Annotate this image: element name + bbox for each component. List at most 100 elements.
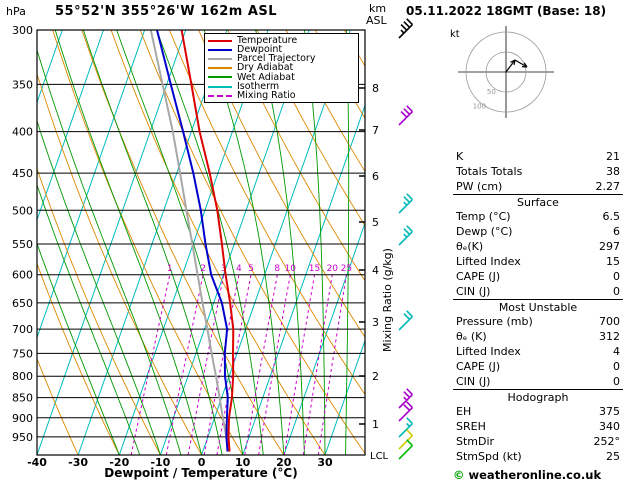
info-label: CIN (J) (456, 375, 491, 388)
info-row: Totals Totals 38 (453, 164, 623, 179)
km-axis: 8 7 6 5 4 3 2 1 LCL (359, 82, 389, 462)
km-tick-label: 8 (372, 82, 379, 95)
svg-text:1: 1 (167, 264, 173, 274)
wind-barb (398, 429, 413, 450)
mixing-ratio-labels: 1 2 3 4 5 8 10 15 20 25 (167, 264, 352, 274)
info-label: SREH (456, 420, 486, 433)
legend-label: Temperature (237, 34, 298, 46)
wind-barb (398, 417, 413, 438)
temp-tick-label: 0 (198, 456, 206, 469)
svg-text:20: 20 (327, 264, 339, 274)
km-tick-label: 6 (372, 170, 379, 183)
legend-line-sample (208, 94, 232, 97)
pressure-tick-label: 650 (12, 297, 33, 310)
info-value: 38 (606, 165, 620, 178)
info-label: Pressure (mb) (456, 315, 533, 328)
km-tick-label: 3 (372, 316, 379, 329)
legend-row: Dewpoint (208, 45, 355, 54)
info-value: 6 (613, 225, 620, 238)
info-value: 4 (613, 345, 620, 358)
pressure-tick-label: 950 (12, 431, 33, 444)
pressure-grid: 300 350 400 450 500 550 600 650 700 750 800 850 900 9… (12, 24, 365, 444)
info-value: 0 (613, 270, 620, 283)
info-label: StmDir (456, 435, 495, 448)
temp-tick-label: -20 (109, 456, 129, 469)
info-label: Lifted Index (456, 345, 521, 358)
svg-text:5: 5 (248, 264, 254, 274)
pressure-tick-label: 700 (12, 323, 33, 336)
pressure-tick-label: 300 (12, 24, 33, 37)
pressure-tick-label: 750 (12, 347, 33, 360)
svg-text:10: 10 (285, 264, 297, 274)
info-row: Temp (°C) 6.5 (453, 209, 623, 224)
info-label: CIN (J) (456, 285, 491, 298)
legend-label: Mixing Ratio (237, 89, 296, 101)
wind-barb (398, 310, 413, 331)
info-label: θₑ (K) (456, 330, 487, 343)
temp-tick-label: -40 (27, 456, 47, 469)
station-title: 55°52'N 355°26'W 162m ASL (55, 4, 278, 19)
info-value: 0 (613, 375, 620, 388)
legend-label: Parcel Trajectory (237, 53, 316, 65)
pressure-tick-label: 450 (12, 167, 33, 180)
km-axis-label: km (369, 2, 387, 15)
legend-row: Wet Adiabat (208, 73, 355, 82)
info-value: 2.27 (595, 180, 621, 193)
wind-barbs (398, 18, 413, 460)
info-value: 312 (599, 330, 620, 343)
legend-line-sample (208, 48, 232, 51)
wind-barb (398, 193, 413, 214)
pressure-tick-label: 850 (12, 392, 33, 405)
legend-label: Dewpoint (237, 44, 283, 56)
wind-barb (398, 401, 413, 422)
section-header: Most Unstable (453, 299, 623, 314)
legend-line-sample (208, 39, 232, 42)
hodograph-ring-label: 50 (487, 88, 496, 96)
info-row: SREH 340 (453, 419, 623, 434)
info-panel: K 21 Totals Totals 38 PW (cm) 2.27 Surface Temp… (453, 149, 623, 464)
legend-row: Dry Adiabat (208, 62, 355, 74)
info-label: PW (cm) (456, 180, 503, 193)
info-label: K (456, 150, 464, 163)
info-value: 375 (599, 405, 620, 418)
temp-tick-label: 20 (276, 456, 292, 469)
info-value: 0 (613, 285, 620, 298)
info-label: EH (456, 405, 472, 418)
hodograph-unit-label: kt (450, 29, 460, 40)
info-label: CAPE (J) (456, 270, 501, 283)
plot-border (36, 29, 366, 456)
km-tick-label: 7 (372, 124, 379, 137)
svg-text:4: 4 (236, 264, 242, 274)
km-tick-label: 5 (372, 216, 379, 229)
info-row: Lifted Index 15 (453, 254, 623, 269)
info-row: Dewp (°C) 6 (453, 224, 623, 239)
sounding-profiles (149, 30, 235, 452)
wind-barb (398, 18, 413, 39)
temperature-axis-label: Dewpoint / Temperature (°C) (104, 466, 298, 480)
info-row: Pressure (mb) 700 (453, 314, 623, 329)
wind-barb (398, 388, 413, 409)
info-label: θₑ(K) (456, 240, 484, 253)
legend-row: Temperature (208, 36, 355, 45)
info-row: CAPE (J) 0 (453, 269, 623, 284)
legend-label: Isotherm (237, 80, 280, 92)
legend-label: Dry Adiabat (237, 62, 294, 74)
legend-line-sample (208, 85, 232, 88)
hodograph-ring (465, 31, 547, 113)
legend-line-sample (208, 57, 232, 60)
info-value: 340 (599, 420, 620, 433)
info-row: CAPE (J) 0 (453, 359, 623, 374)
temperature-line (180, 30, 235, 452)
info-row: θₑ (K) 312 (453, 329, 623, 344)
pressure-tick-label: 900 (12, 412, 33, 425)
info-label: Temp (°C) (456, 210, 511, 223)
section-header: Hodograph (453, 389, 623, 404)
mixing-ratio-axis-label: Mixing Ratio (g/kg) (381, 248, 394, 352)
info-row: StmSpd (kt) 25 (453, 449, 623, 464)
pressure-tick-label: 400 (12, 126, 33, 139)
temp-tick-label: 30 (317, 456, 333, 469)
svg-text:8: 8 (274, 264, 280, 274)
info-row: EH 375 (453, 404, 623, 419)
info-row: θₑ(K) 297 (453, 239, 623, 254)
